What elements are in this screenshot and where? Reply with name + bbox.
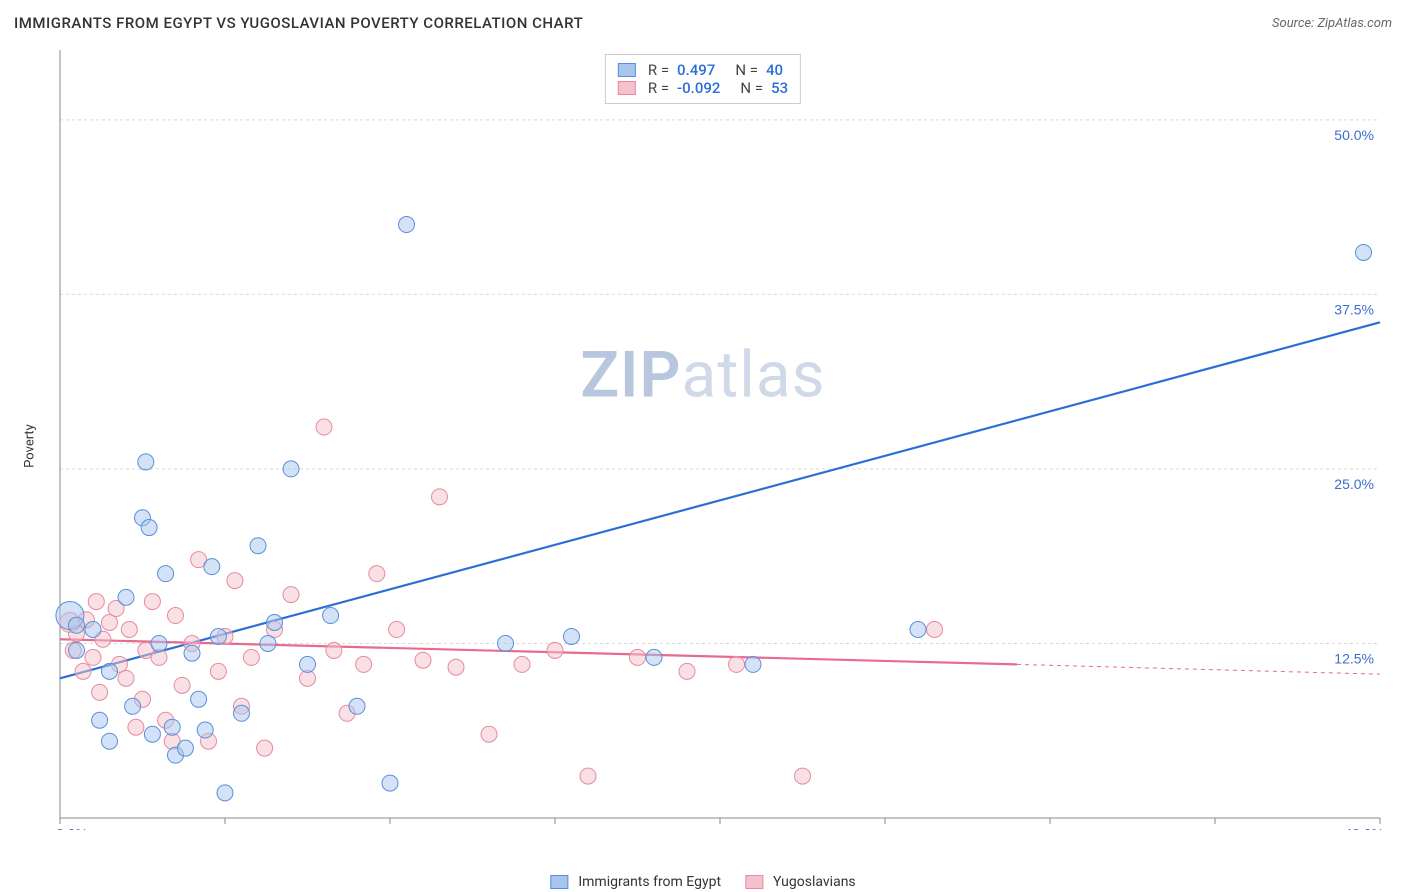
- legend-item-series2: Yugoslavians: [745, 874, 856, 890]
- bottom-legend: Immigrants from Egypt Yugoslavians: [550, 874, 855, 890]
- y-axis-label: Poverty: [22, 424, 37, 468]
- svg-text:50.0%: 50.0%: [1334, 127, 1374, 143]
- chart-area: 12.5% 25.0% 37.5% 50.0% 0.0% 40.0%: [48, 50, 1388, 830]
- swatch-series1: [550, 875, 568, 889]
- svg-text:12.5%: 12.5%: [1334, 650, 1374, 666]
- swatch-series2: [745, 875, 763, 889]
- swatch-series2: [618, 81, 636, 95]
- svg-text:0.0%: 0.0%: [56, 825, 88, 830]
- scatter-chart: 12.5% 25.0% 37.5% 50.0% 0.0% 40.0%: [48, 50, 1388, 830]
- source-attribution: Source: ZipAtlas.com: [1272, 16, 1392, 31]
- correlation-stats-box: R = 0.497 N = 40 R = -0.092 N = 53: [605, 54, 801, 104]
- legend-label: Immigrants from Egypt: [578, 874, 721, 890]
- swatch-series1: [618, 63, 636, 77]
- header: IMMIGRANTS FROM EGYPT VS YUGOSLAVIAN POV…: [14, 14, 1392, 32]
- legend-item-series1: Immigrants from Egypt: [550, 874, 721, 890]
- stat-row-series2: R = -0.092 N = 53: [618, 79, 788, 97]
- chart-title: IMMIGRANTS FROM EGYPT VS YUGOSLAVIAN POV…: [14, 14, 583, 32]
- legend-label: Yugoslavians: [773, 874, 856, 890]
- stat-row-series1: R = 0.497 N = 40: [618, 61, 788, 79]
- svg-text:25.0%: 25.0%: [1334, 476, 1374, 492]
- svg-text:37.5%: 37.5%: [1334, 301, 1374, 317]
- svg-text:40.0%: 40.0%: [1344, 825, 1384, 830]
